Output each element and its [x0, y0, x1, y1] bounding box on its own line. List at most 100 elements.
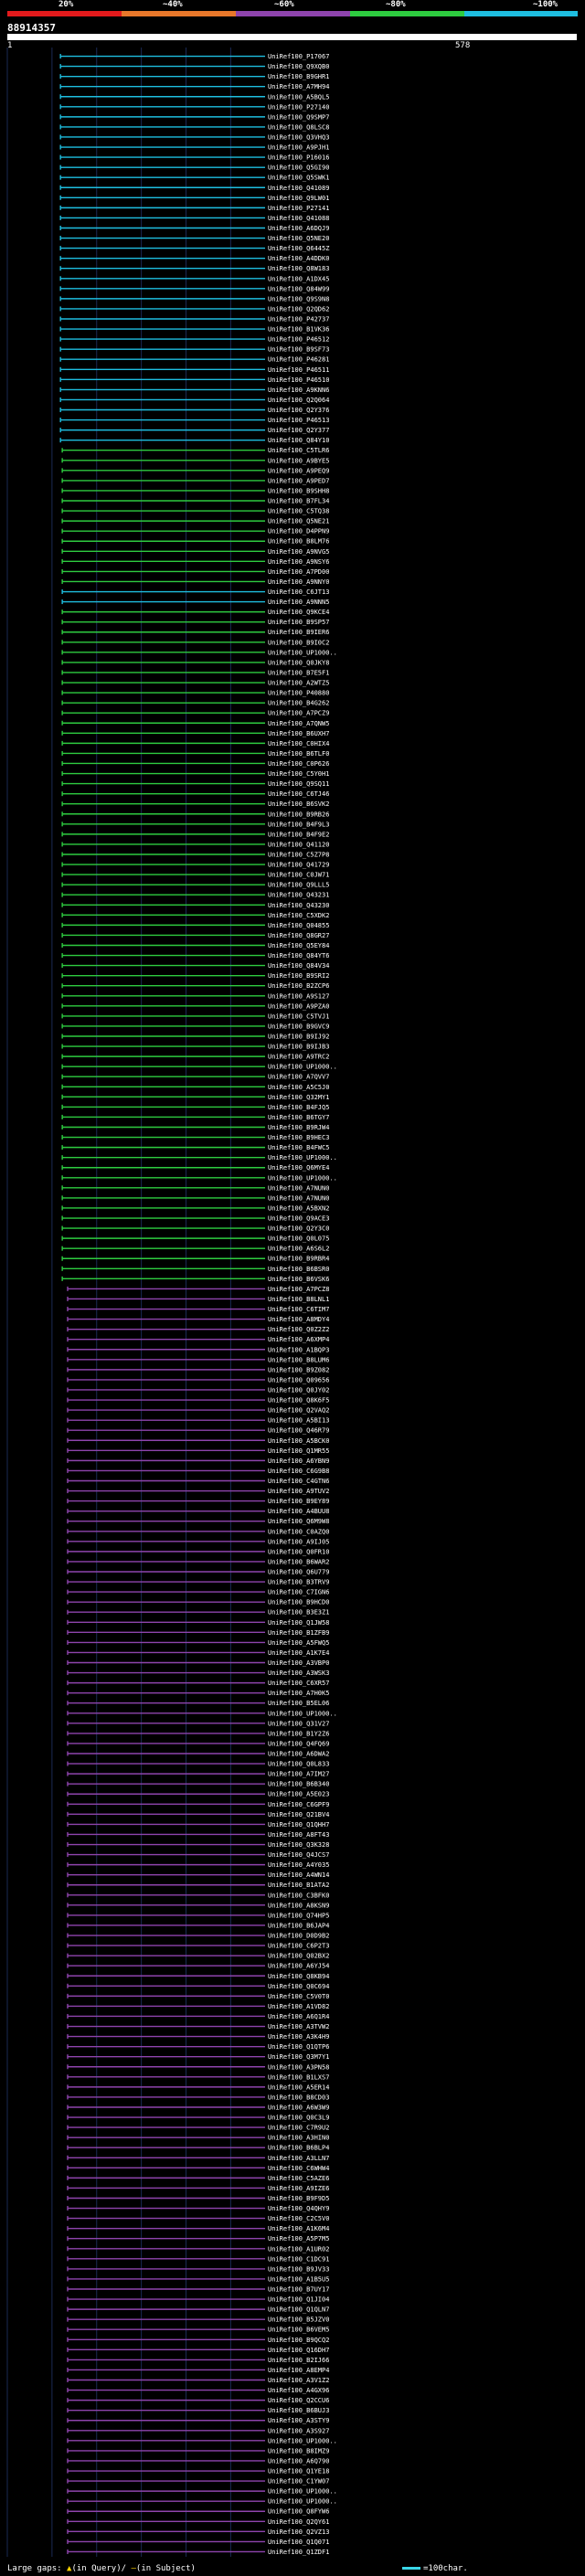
- hit-label: UniRef100_A8FT43: [268, 1831, 329, 1839]
- hit-label: UniRef100_UP1000..: [268, 649, 337, 656]
- identity-scale: 20% ~40% ~60% ~80% ~100%: [0, 0, 585, 18]
- hit-label: UniRef100_P46512: [268, 336, 329, 344]
- hit-label: UniRef100_A6YJ54: [268, 1963, 329, 1970]
- hit-label: UniRef100_Q0L833: [268, 1761, 329, 1768]
- hit-label: UniRef100_A5C5J0: [268, 1084, 329, 1091]
- hit-label: UniRef100_A9NNY0: [268, 578, 329, 586]
- hit-label: UniRef100_A5BCK0: [268, 1437, 329, 1445]
- hit-label: UniRef100_A9BYE5: [268, 457, 329, 464]
- hit-label: UniRef100_Q0L075: [268, 1235, 329, 1243]
- hit-label: UniRef100_A4Y035: [268, 1861, 329, 1869]
- hit-label: UniRef100_B6VSK6: [268, 1276, 329, 1283]
- hit-label: UniRef100_C3BFK0: [268, 1892, 329, 1899]
- hit-label: UniRef100_B9GHR1: [268, 73, 329, 80]
- hit-label: UniRef100_B6TLF0: [268, 750, 329, 758]
- hit-label: UniRef100_B5EL06: [268, 1700, 329, 1707]
- hit-label: UniRef100_Q6445Z: [268, 245, 329, 252]
- hit-label: UniRef100_B7E5F1: [268, 669, 329, 676]
- hit-label: UniRef100_C5XDK2: [268, 912, 329, 919]
- hit-label: UniRef100_B6BSR0: [268, 1266, 329, 1273]
- hit-label: UniRef100_C0HIX4: [268, 740, 329, 747]
- query-title: 88914357: [7, 22, 56, 34]
- hit-label: UniRef100_Q8W183: [268, 265, 329, 272]
- hit-label: UniRef100_A3S927: [268, 2427, 329, 2434]
- hit-label: UniRef100_C1DC91: [268, 2255, 329, 2263]
- hit-label: UniRef100_C0P626: [268, 760, 329, 768]
- hit-label: UniRef100_C1YW07: [268, 2478, 329, 2486]
- hit-label: UniRef100_A1DX45: [268, 275, 329, 282]
- hit-label: UniRef100_A6DWA2: [268, 1751, 329, 1758]
- hit-label: UniRef100_Q1ZDF1: [268, 2549, 329, 2556]
- hit-label: UniRef100_B4F9L3: [268, 821, 329, 828]
- hit-label: UniRef100_UP1000..: [268, 2437, 337, 2444]
- hit-label: UniRef100_B4FWC5: [268, 1144, 329, 1151]
- scale-segment-red: [7, 11, 122, 16]
- hit-label: UniRef100_A6DQJ9: [268, 225, 329, 232]
- hit-label: UniRef100_Q6MYE4: [268, 1164, 329, 1171]
- hit-label: UniRef100_Q31V27: [268, 1720, 329, 1727]
- hit-label: UniRef100_B6VEM5: [268, 2327, 329, 2334]
- hit-label: UniRef100_A7NUN0: [268, 1184, 329, 1192]
- hit-label: UniRef100_Q2VAQ2: [268, 1407, 329, 1415]
- hit-label: UniRef100_B6JAP4: [268, 1922, 329, 1929]
- hit-label: UniRef100_C2C5V0: [268, 2215, 329, 2222]
- hit-label: UniRef100_B3E3Z1: [268, 1609, 329, 1617]
- hit-label: UniRef100_A5ER14: [268, 2083, 329, 2091]
- hit-label: UniRef100_P46511: [268, 366, 329, 374]
- hit-label: UniRef100_Q02BX2: [268, 1953, 329, 1960]
- hit-label: UniRef100_B9RBR4: [268, 1256, 329, 1263]
- hit-label: UniRef100_Q3M7Y1: [268, 2053, 329, 2061]
- hit-label: UniRef100_A7NUN0: [268, 1194, 329, 1202]
- hit-label: UniRef100_B6SVK2: [268, 800, 329, 808]
- hit-label: UniRef100_Q2Y377: [268, 427, 329, 434]
- hit-label: UniRef100_B6BUJ3: [268, 2407, 329, 2414]
- hit-label: UniRef100_Q2QY61: [268, 2518, 329, 2526]
- scale-label-20: 20%: [58, 0, 74, 9]
- hit-label: UniRef100_Q9LW01: [268, 195, 329, 202]
- hit-label: UniRef100_A3PN58: [268, 2063, 329, 2071]
- hit-label: UniRef100_B9SP57: [268, 619, 329, 626]
- hit-label: UniRef100_A9IZE6: [268, 2185, 329, 2192]
- scale-segment-cyan: [464, 11, 578, 16]
- hit-label: UniRef100_UP1000..: [268, 1154, 337, 1161]
- hit-label: UniRef100_C5AZE6: [268, 2175, 329, 2182]
- hit-label: UniRef100_A9S127: [268, 992, 329, 1000]
- hit-label: UniRef100_B5JZV0: [268, 2316, 329, 2324]
- hit-label: UniRef100_P27140: [268, 103, 329, 111]
- hit-label: UniRef100_Q41729: [268, 862, 329, 869]
- hit-label: UniRef100_A7IM27: [268, 1771, 329, 1778]
- hit-label: UniRef100_Q8K6F5: [268, 1397, 329, 1405]
- hit-label: UniRef100_Q43230: [268, 902, 329, 909]
- hit-label: UniRef100_P46513: [268, 417, 329, 424]
- hit-label: UniRef100_A5BXN2: [268, 1204, 329, 1212]
- hit-label: UniRef100_A9TUV2: [268, 1488, 329, 1495]
- hit-label: UniRef100_A7H0K5: [268, 1690, 329, 1697]
- hit-label: UniRef100_Q09656: [268, 1376, 329, 1383]
- hit-label: UniRef100_B8LM76: [268, 538, 329, 546]
- hit-label: UniRef100_D4PPN9: [268, 528, 329, 535]
- query-end-label: 578: [455, 41, 471, 50]
- hit-label: UniRef100_Q9SMP7: [268, 113, 329, 121]
- hit-label: UniRef100_Q2Y3C0: [268, 1225, 329, 1233]
- hit-label: UniRef100_C6P2T3: [268, 1943, 329, 1950]
- hit-label: UniRef100_C6XR57: [268, 1680, 329, 1687]
- hit-label: UniRef100_Q84YT6: [268, 952, 329, 959]
- hit-label: UniRef100_UP1000..: [268, 2488, 337, 2496]
- hit-label: UniRef100_B1Y2Z6: [268, 1730, 329, 1737]
- hit-label: UniRef100_Q8FYW6: [268, 2508, 329, 2516]
- hit-label: UniRef100_Q21BV4: [268, 1811, 329, 1818]
- hit-label: UniRef100_Q0JY02: [268, 1386, 329, 1394]
- hit-label: UniRef100_A9TRC2: [268, 1054, 329, 1061]
- hit-label: UniRef100_A9PED7: [268, 477, 329, 484]
- hit-label: UniRef100_Q0C3L9: [268, 2115, 329, 2122]
- hit-label: UniRef100_B6WAR2: [268, 1558, 329, 1565]
- hit-label: UniRef100_A3WSK3: [268, 1670, 329, 1677]
- hit-label: UniRef100_B9SF73: [268, 346, 329, 354]
- hit-label: UniRef100_A5FWQ5: [268, 1639, 329, 1647]
- hit-label: UniRef100_Q84V34: [268, 962, 329, 970]
- hit-label: UniRef100_B9Z082: [268, 1366, 329, 1373]
- hit-label: UniRef100_A4DDK0: [268, 255, 329, 262]
- hit-label: UniRef100_A5BI13: [268, 1417, 329, 1425]
- hit-label: UniRef100_Q9LLL5: [268, 882, 329, 889]
